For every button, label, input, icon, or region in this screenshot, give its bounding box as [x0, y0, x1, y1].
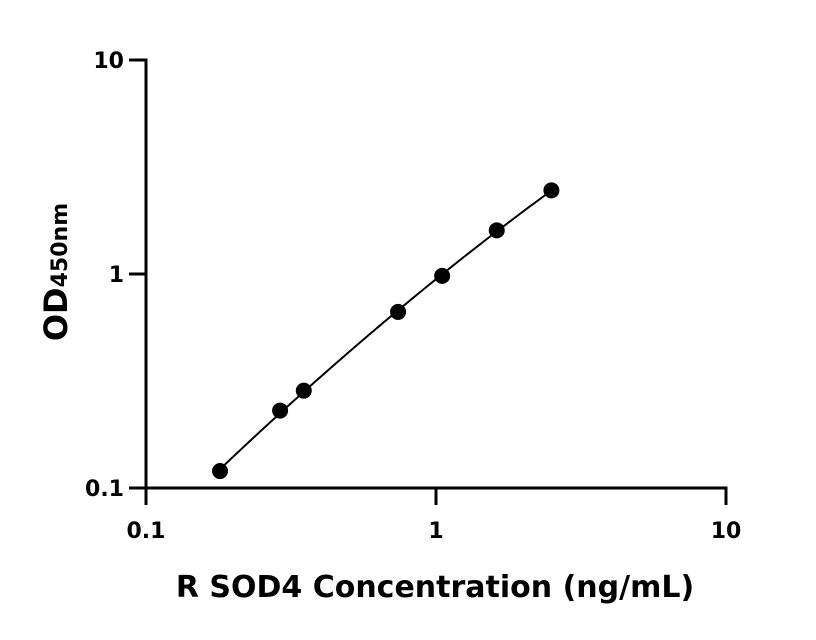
data-point	[295, 382, 312, 399]
x-axis-title: R SOD4 Concentration (ng/mL)	[176, 570, 694, 605]
data-point	[488, 222, 505, 239]
data-point	[212, 463, 229, 480]
data-point	[543, 182, 560, 199]
y-axis: 0.1 1 10	[85, 49, 148, 502]
data-points	[212, 182, 560, 480]
data-point	[272, 402, 289, 419]
x-tick-label: 0.1	[127, 519, 166, 544]
y-tick-label: 0.1	[85, 477, 124, 502]
x-tick-label: 10	[711, 519, 742, 544]
y-tick-label: 1	[109, 263, 124, 288]
x-axis: 0.1 1 10	[127, 486, 742, 544]
x-tick-label: 1	[428, 519, 443, 544]
y-axis-title-sub: 450nm	[48, 203, 73, 288]
data-point	[434, 267, 451, 284]
y-axis-title-main: OD	[37, 287, 75, 341]
y-axis-title: OD450nm	[37, 203, 75, 341]
data-point	[390, 303, 407, 320]
y-tick-label: 10	[93, 49, 124, 74]
